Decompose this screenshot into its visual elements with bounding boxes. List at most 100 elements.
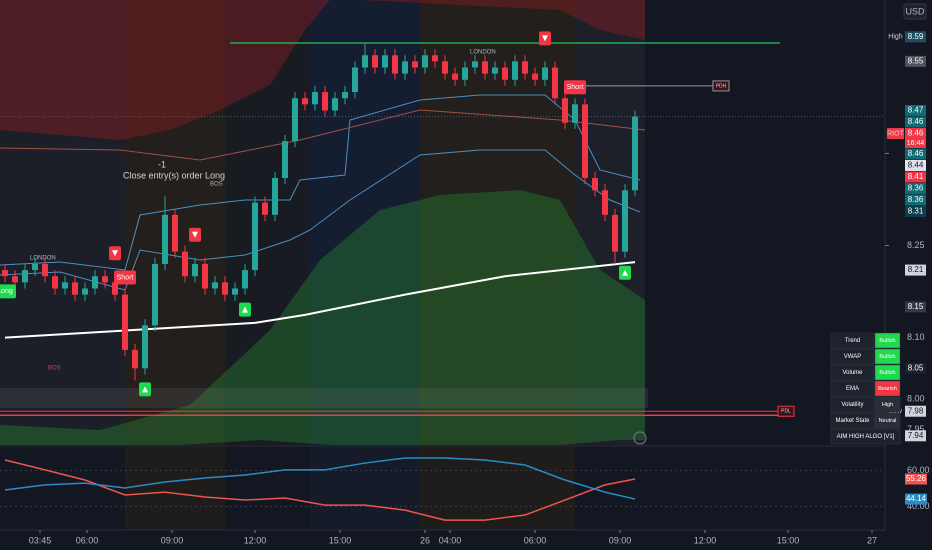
dashboard-value: Bullish (879, 338, 895, 344)
session-backgrounds (0, 0, 575, 530)
x-tick-label: 09:00 (161, 535, 184, 545)
price-tag-label: 8.46 (908, 129, 924, 138)
candle-body (412, 61, 418, 68)
x-tick-label: 06:00 (524, 535, 547, 545)
candle-body (162, 214, 168, 264)
candle-body (232, 288, 238, 295)
candle-body (352, 67, 358, 93)
dashboard-label-cell (830, 348, 875, 365)
candle-body (542, 67, 548, 80)
dashboard-value-cell (874, 364, 901, 381)
dashboard-value: Neutral (879, 418, 897, 424)
candle-body (602, 190, 608, 215)
range-box (0, 388, 648, 408)
session-bg (0, 0, 125, 445)
candle-body (332, 98, 338, 111)
osc-tag-label: 55.26 (906, 474, 927, 483)
price-tag-label: 8.41 (908, 172, 924, 181)
annotation: BOS (210, 182, 223, 188)
price-tag-countdown: 16:44 (907, 140, 925, 147)
dashboard-label: Volatility (841, 402, 863, 408)
candle-body (572, 104, 578, 123)
candle-body (32, 263, 38, 271)
dashboard-label: Market State (835, 418, 870, 424)
signal-arrow (112, 250, 118, 257)
y-tick-label: 7.95 (907, 424, 925, 434)
candle-body (272, 178, 278, 215)
x-tick-label: 12:00 (244, 535, 267, 545)
candle-body (342, 92, 348, 99)
price-tag (905, 127, 926, 148)
dashboard-footer: AIM HIGH ALGO [V1] (837, 434, 895, 440)
price-tag-label: 8.47 (908, 106, 924, 115)
price-tag (905, 194, 926, 206)
price-tag-label: 8.36 (908, 184, 924, 193)
signal-arrow (622, 269, 628, 276)
osc-tag (905, 473, 927, 485)
x-tick-label: 06:00 (76, 535, 99, 545)
price-tag (905, 205, 926, 217)
dashboard-value-cell (874, 380, 901, 397)
candle-body (282, 141, 288, 178)
signal-arrow (192, 231, 198, 238)
candle-body (252, 202, 258, 271)
price-tag-label: 8.55 (908, 56, 924, 65)
candle-body (172, 214, 178, 252)
candle-body (182, 251, 188, 277)
price-tag (905, 182, 926, 194)
candle-body (302, 98, 308, 105)
level-label: PDL (781, 409, 791, 415)
candle-body (472, 61, 478, 68)
dashboard-label: VWAP (844, 354, 861, 360)
candle-body (312, 92, 318, 105)
candle-body (632, 116, 638, 191)
candle-body (562, 98, 568, 123)
price-tag-label: 8.21 (908, 265, 924, 274)
x-tick-label: 03:45 (29, 535, 52, 545)
candle-body (262, 202, 268, 215)
candle-body (122, 294, 128, 350)
candle-body (432, 55, 438, 62)
signal-arrow (542, 35, 548, 42)
candle-body (532, 73, 538, 80)
candle-body (52, 276, 58, 289)
candle-body (382, 55, 388, 68)
session-bg (420, 0, 575, 445)
session-bg (420, 447, 575, 530)
candle-body (512, 61, 518, 80)
osc-line (4, 459, 636, 521)
candle-body (582, 104, 588, 178)
dashboard-label: Volume (842, 370, 863, 376)
signal-label: Long (0, 288, 13, 295)
candle-body (482, 61, 488, 74)
candle-body (362, 55, 368, 68)
price-tag-label: 8.15 (908, 302, 924, 311)
candle-body (82, 288, 88, 295)
price-tag-name: High (888, 34, 903, 41)
y-tick-label: 8.10 (907, 332, 925, 342)
annotation: LONDON (30, 256, 56, 262)
dashboard-value: Bearish (878, 386, 897, 392)
candle-body (152, 263, 158, 326)
candle-body (402, 61, 408, 74)
candle-body (42, 263, 48, 277)
osc-tick-label: 60.00 (907, 465, 930, 475)
annotation: -1 (158, 159, 166, 169)
x-tick-label: 15:00 (329, 535, 352, 545)
price-tag (905, 104, 926, 116)
dashboard-value-cell (874, 412, 901, 429)
replay-icon[interactable] (633, 431, 647, 445)
currency-box[interactable] (903, 3, 927, 20)
candle-body (452, 73, 458, 80)
candle-body (372, 55, 378, 68)
price-tag (905, 430, 926, 442)
candle-body (132, 349, 138, 369)
dashboard-value-cell (874, 396, 901, 413)
price-tag-label: 8.59 (908, 32, 924, 41)
dashboard-label-cell (830, 380, 875, 397)
candle-body (242, 270, 248, 289)
candle-body (522, 61, 528, 74)
candle-body (22, 270, 28, 283)
candle-body (622, 190, 628, 252)
